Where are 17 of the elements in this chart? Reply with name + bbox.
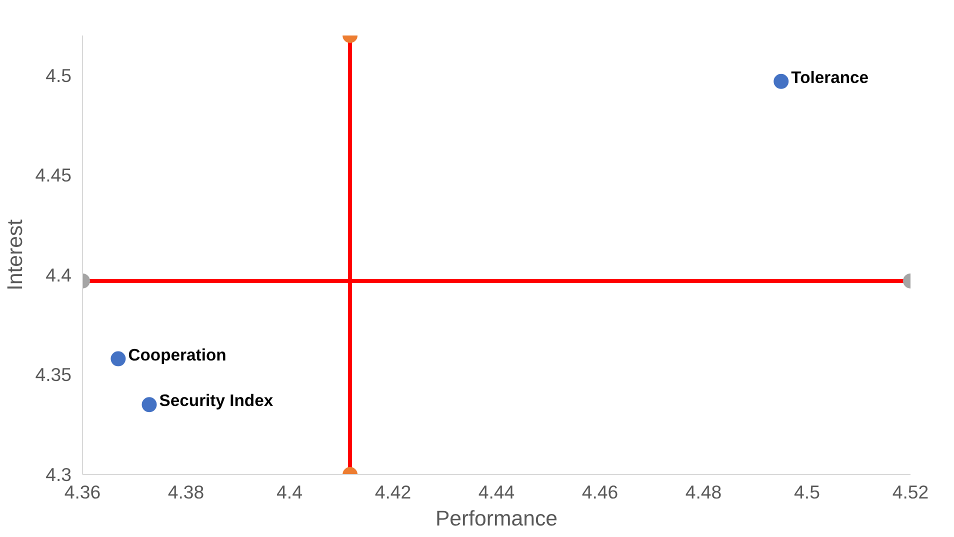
y-tick-label: 4.35 <box>35 364 72 386</box>
y-tick-label: 4.45 <box>35 164 72 186</box>
x-tick-label: 4.5 <box>794 482 820 502</box>
y-tick-label: 4.4 <box>46 264 72 286</box>
x-tick-label: 4.38 <box>168 482 204 502</box>
x-tick-label: 4.46 <box>582 482 618 502</box>
x-tick-label: 4.44 <box>478 482 515 502</box>
y-axis-title: Interest <box>3 219 28 291</box>
annotation: Cooperation <box>128 345 226 364</box>
x-tick-label: 4.4 <box>276 482 302 502</box>
annotation: Security Index <box>159 391 274 410</box>
x-tick-label: 4.52 <box>892 482 929 502</box>
x-axis-title: Performance <box>435 506 558 530</box>
x-tick-label: 4.42 <box>374 482 412 502</box>
x-tick-label: 4.48 <box>685 482 722 502</box>
annotation: Tolerance <box>791 68 869 87</box>
y-tick-label: 4.5 <box>46 64 72 86</box>
